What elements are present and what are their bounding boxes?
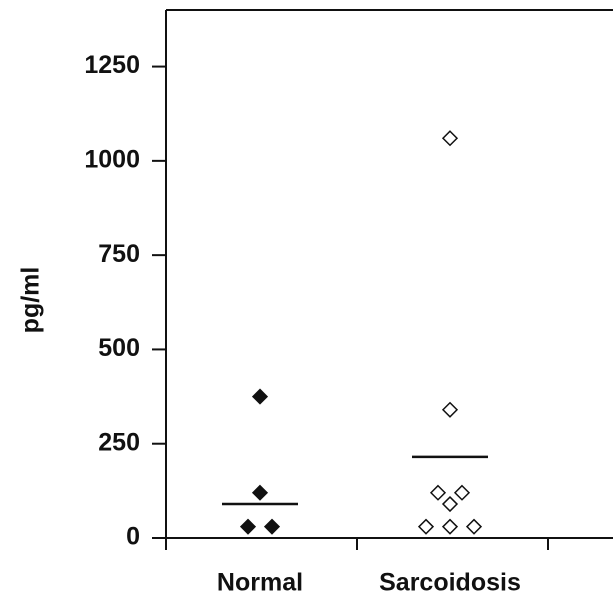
y-axis-label: pg/ml xyxy=(17,267,45,334)
data-point xyxy=(441,130,459,147)
y-tick-label: 1250 xyxy=(84,51,140,79)
data-point xyxy=(263,518,281,535)
data-point xyxy=(417,518,435,535)
y-tick-label: 500 xyxy=(98,334,140,362)
data-point xyxy=(441,518,459,535)
data-point xyxy=(465,518,483,535)
y-tick-label: 250 xyxy=(98,428,140,456)
y-tick-label: 750 xyxy=(98,240,140,268)
data-point xyxy=(251,388,269,405)
data-point xyxy=(429,484,447,501)
data-point xyxy=(453,484,471,501)
y-tick-label: 1000 xyxy=(84,145,140,173)
data-point xyxy=(251,484,269,501)
data-point xyxy=(441,495,459,513)
y-tick-label: 0 xyxy=(126,523,140,551)
data-point xyxy=(441,401,459,418)
x-tick-label: Sarcoidosis xyxy=(379,569,521,597)
x-tick-label: Normal xyxy=(217,569,303,597)
data-point xyxy=(239,518,257,535)
